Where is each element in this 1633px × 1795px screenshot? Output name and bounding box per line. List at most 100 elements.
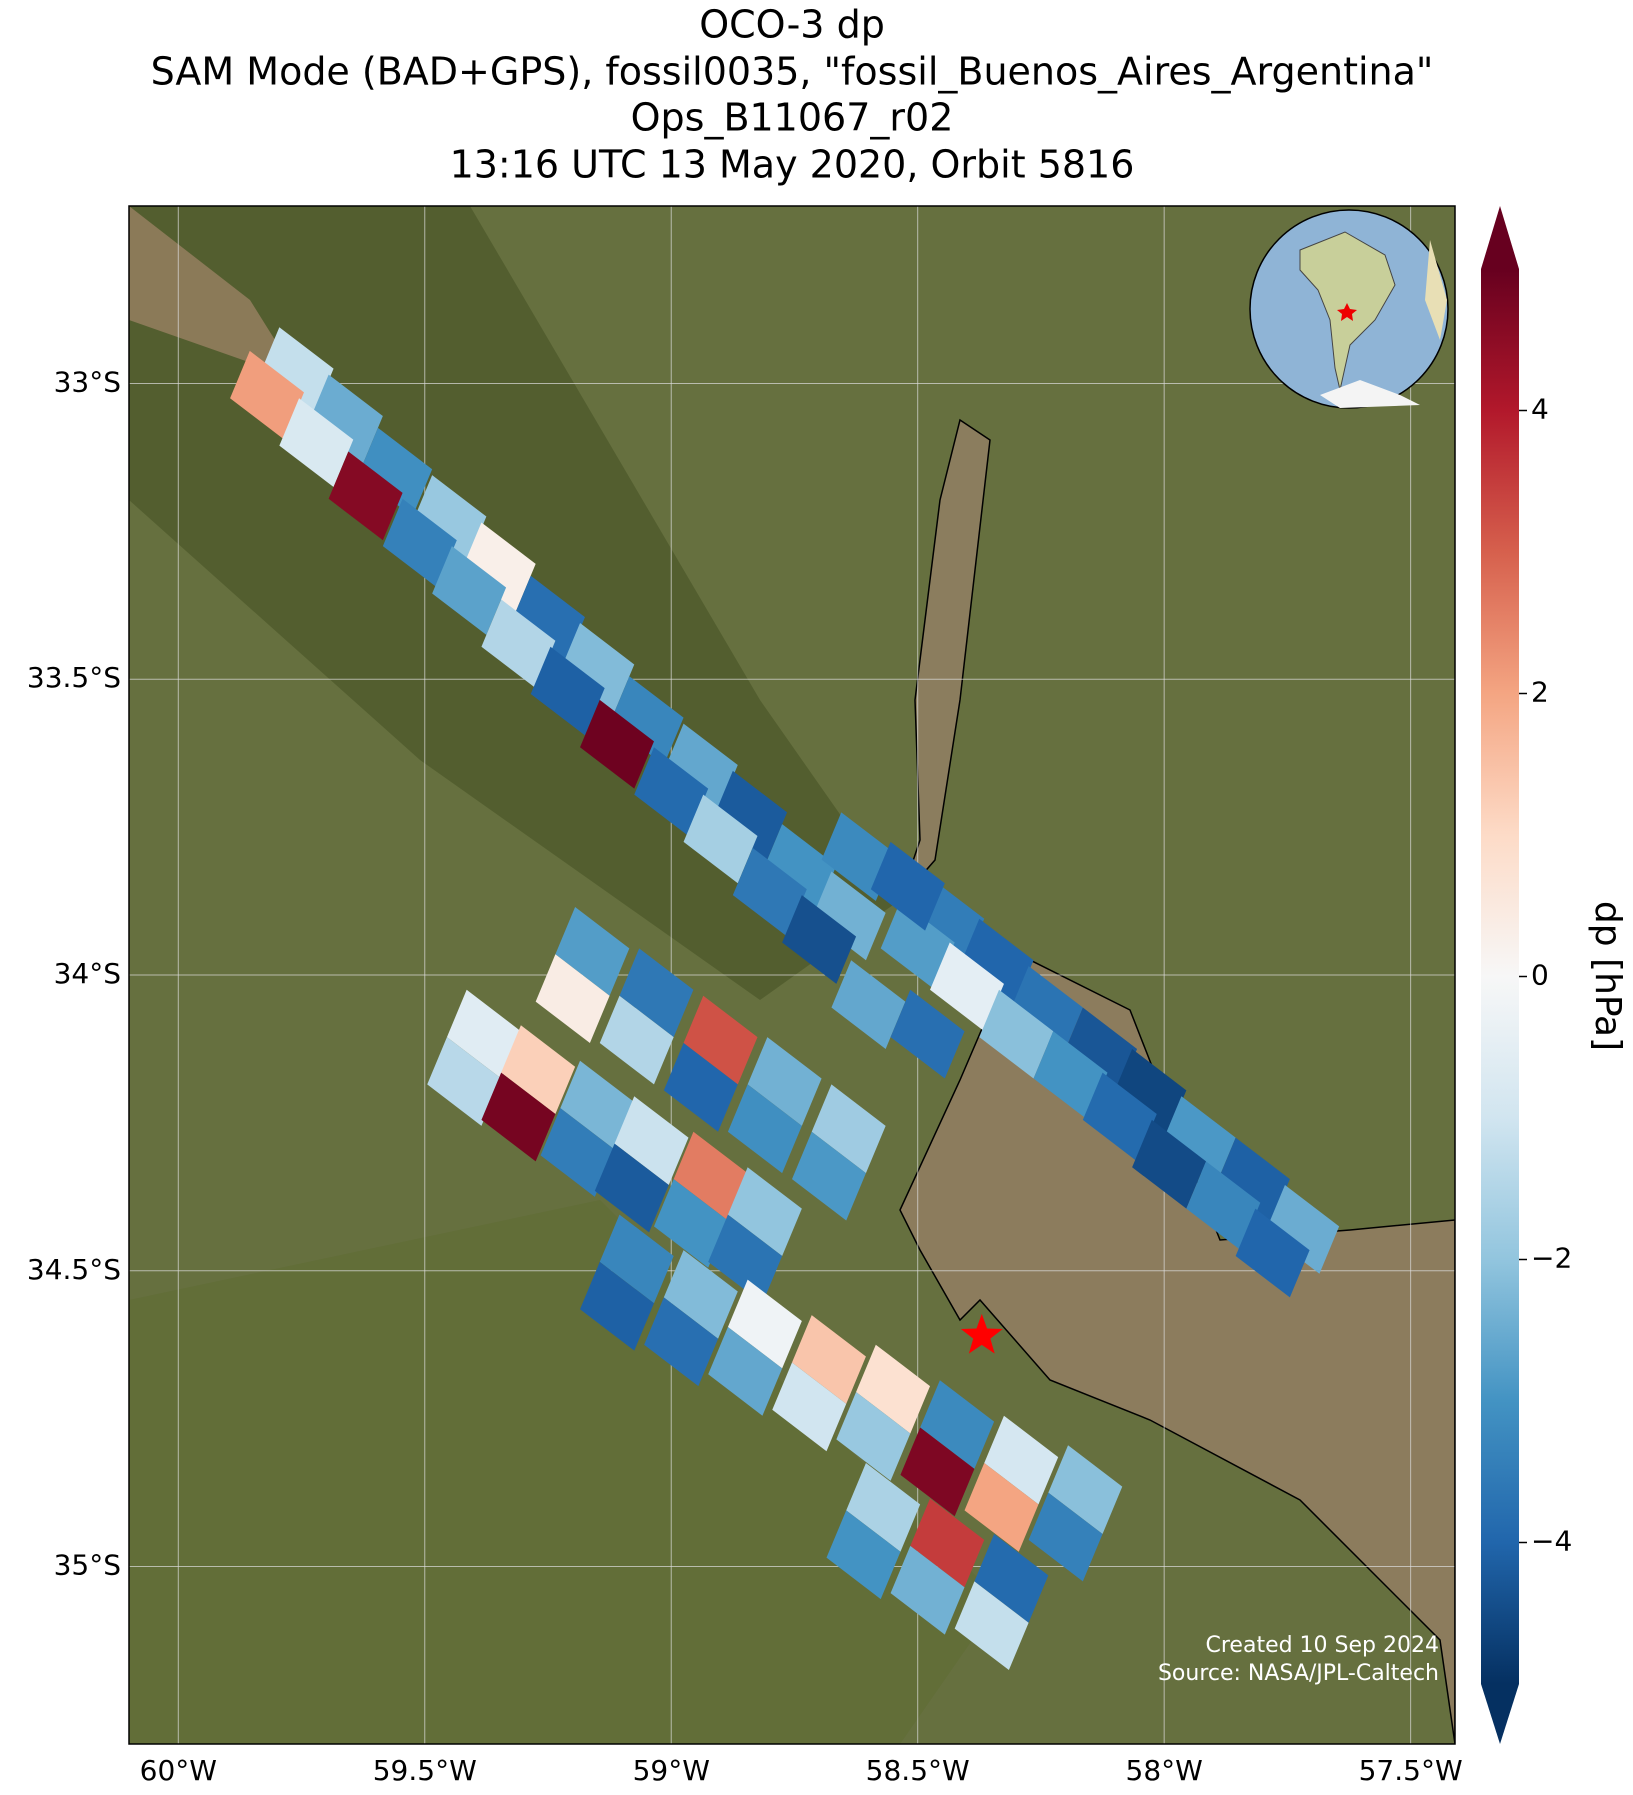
map-frame (128, 205, 1456, 1745)
cell (308, 374, 383, 464)
cell (890, 989, 965, 1079)
cell (279, 398, 354, 487)
x-tick-label: 59°W (633, 1754, 710, 1787)
cell (856, 1344, 931, 1434)
cell (910, 1498, 985, 1588)
y-tick-label: 33°S (54, 365, 121, 398)
cell (663, 723, 738, 813)
cell (979, 989, 1054, 1079)
y-tick-label: 35°S (54, 1549, 121, 1582)
colorbar-tick-label: −4 (1531, 1525, 1572, 1558)
cell (1186, 1161, 1261, 1251)
cell (959, 918, 1034, 1008)
inset-site (1337, 303, 1357, 321)
colorbar-label: dp [hPa] (1587, 901, 1628, 1051)
globe-inset (1249, 209, 1449, 409)
cell (811, 871, 886, 961)
cell (599, 995, 674, 1085)
x-tick-label: 59.5°W (373, 1754, 477, 1787)
cell (747, 1037, 822, 1126)
colorbar-extend (1481, 1684, 1519, 1744)
cell (782, 895, 857, 984)
cell (708, 1326, 783, 1416)
title-line: OCO-3 dp (699, 3, 885, 47)
annotation: Created 10 Sep 2024 (1206, 1633, 1440, 1658)
cell (599, 1214, 674, 1304)
river (129, 206, 300, 380)
title-line: SAM Mode (BAD+GPS), fossil0035, "fossil_… (151, 50, 1434, 94)
cell (1265, 1184, 1340, 1274)
cell (930, 942, 1004, 1032)
land (129, 1200, 1000, 1744)
cell (481, 1072, 556, 1162)
cell (836, 1392, 911, 1481)
africa (1425, 240, 1447, 340)
title-line: Ops_B11067_r02 (631, 96, 954, 140)
cell (560, 1060, 635, 1150)
cell (634, 747, 709, 836)
cell (594, 1143, 669, 1233)
cell (382, 498, 457, 588)
cell (954, 1581, 1029, 1671)
cell (727, 1167, 802, 1256)
colorbar: dp [hPa] −4 −2 0 2 4 (1481, 206, 1628, 1744)
cell (609, 676, 684, 766)
cell (1008, 966, 1083, 1055)
cell (1215, 1137, 1290, 1227)
y-tick-label: 34.5°S (27, 1253, 121, 1286)
cell (974, 1534, 1049, 1623)
cell (727, 1084, 802, 1174)
cell (792, 1131, 866, 1221)
cell (890, 1545, 965, 1635)
cell (1033, 1031, 1108, 1120)
cell (772, 1362, 847, 1452)
cell (826, 1510, 901, 1600)
colorbar-body (1481, 269, 1519, 1684)
cell (427, 1037, 502, 1126)
cell (230, 350, 304, 440)
cell (530, 646, 605, 736)
cell (1028, 1492, 1103, 1582)
cell (1161, 1096, 1236, 1185)
cell (540, 1108, 615, 1197)
cell (1112, 1048, 1187, 1138)
cell (461, 522, 536, 612)
cell (984, 1415, 1059, 1505)
cell (259, 327, 334, 416)
cell (358, 427, 433, 517)
colorbar-tick-label: 4 (1531, 393, 1549, 426)
y-tick-label: 34°S (54, 957, 121, 990)
cell (653, 1179, 728, 1268)
cell (1132, 1119, 1207, 1209)
cell (762, 824, 837, 913)
cell (870, 841, 945, 931)
x-tick-label: 60°W (140, 1754, 217, 1787)
cell (619, 948, 694, 1038)
cell (846, 1463, 921, 1552)
colorbar-tick-label: 2 (1531, 676, 1549, 709)
cell (663, 1043, 738, 1132)
title-line: 13:16 UTC 13 May 2020, Orbit 5816 (450, 143, 1135, 187)
cell (792, 1315, 866, 1404)
cell (732, 847, 807, 937)
title: OCO-3 dp SAM Mode (BAD+GPS), fossil0035,… (151, 3, 1434, 187)
x-tick-label: 58.5°W (866, 1754, 970, 1787)
cell (501, 1025, 576, 1115)
cell (663, 1250, 738, 1339)
swaths (230, 327, 1340, 1671)
cell (900, 1427, 975, 1517)
cell (412, 475, 487, 564)
cell (964, 1463, 1039, 1552)
antarctica (1320, 380, 1420, 408)
cell (1235, 1208, 1310, 1298)
cell (811, 1084, 886, 1174)
cell (673, 1131, 748, 1221)
colorbar-tick-label: −2 (1531, 1242, 1572, 1275)
colorbar-tick-label: 0 (1531, 959, 1549, 992)
cell (1048, 1445, 1123, 1535)
cell (511, 575, 585, 665)
y-tick-label: 33.5°S (27, 661, 121, 694)
cell (1063, 1007, 1138, 1097)
cell (683, 995, 758, 1085)
x-tick-label: 58°W (1126, 1754, 1203, 1787)
